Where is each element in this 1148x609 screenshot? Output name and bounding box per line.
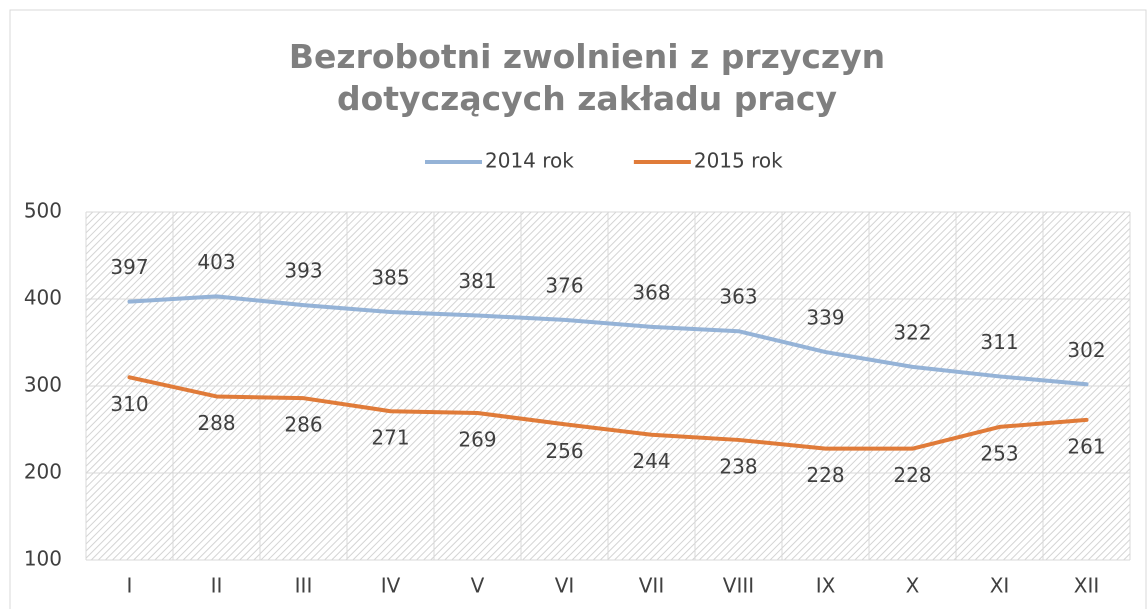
y-tick-label: 500 (24, 199, 62, 223)
legend-label: 2015 rok (694, 149, 783, 173)
data-label: 238 (719, 454, 757, 478)
chart-border (9, 9, 1147, 609)
data-label: 381 (458, 269, 496, 293)
series-line (127, 375, 1089, 451)
data-label: 271 (371, 426, 409, 450)
y-tick-label: 100 (24, 547, 62, 571)
data-label: 310 (110, 392, 148, 416)
data-label: 256 (545, 439, 583, 463)
data-label: 288 (197, 411, 235, 435)
x-tick-label: XII (1074, 574, 1100, 598)
data-label: 244 (632, 449, 670, 473)
data-label: 228 (806, 463, 844, 487)
data-label: 397 (110, 255, 148, 279)
data-label: 286 (284, 413, 322, 437)
data-label: 385 (371, 266, 409, 290)
y-tick-label: 400 (24, 286, 62, 310)
data-label: 376 (545, 273, 583, 297)
x-tick-label: IV (381, 574, 401, 598)
data-label: 403 (197, 250, 235, 274)
x-tick-label: VIII (723, 574, 754, 598)
data-label: 261 (1067, 434, 1105, 458)
x-tick-label: IX (816, 574, 836, 598)
x-tick-label: VI (555, 574, 575, 598)
data-label: 311 (980, 330, 1018, 354)
x-tick-label: V (471, 574, 485, 598)
data-label: 368 (632, 280, 670, 304)
data-label: 322 (893, 320, 931, 344)
x-tick-label: XI (990, 574, 1010, 598)
series-line (127, 294, 1089, 387)
y-tick-label: 300 (24, 373, 62, 397)
y-tick-label: 200 (24, 460, 62, 484)
data-label: 253 (980, 441, 1018, 465)
data-label: 228 (893, 463, 931, 487)
data-label: 393 (284, 259, 322, 283)
x-tick-label: I (127, 574, 133, 598)
x-tick-label: II (211, 574, 223, 598)
data-label: 302 (1067, 338, 1105, 362)
data-label: 363 (719, 285, 757, 309)
data-label: 339 (806, 306, 844, 330)
x-tick-label: X (906, 574, 920, 598)
data-label: 269 (458, 427, 496, 451)
chart-title: Bezrobotni zwolnieni z przyczyn dotycząc… (288, 37, 886, 118)
legend-label: 2014 rok (485, 149, 574, 173)
x-tick-label: III (295, 574, 313, 598)
x-tick-label: VII (639, 574, 664, 598)
